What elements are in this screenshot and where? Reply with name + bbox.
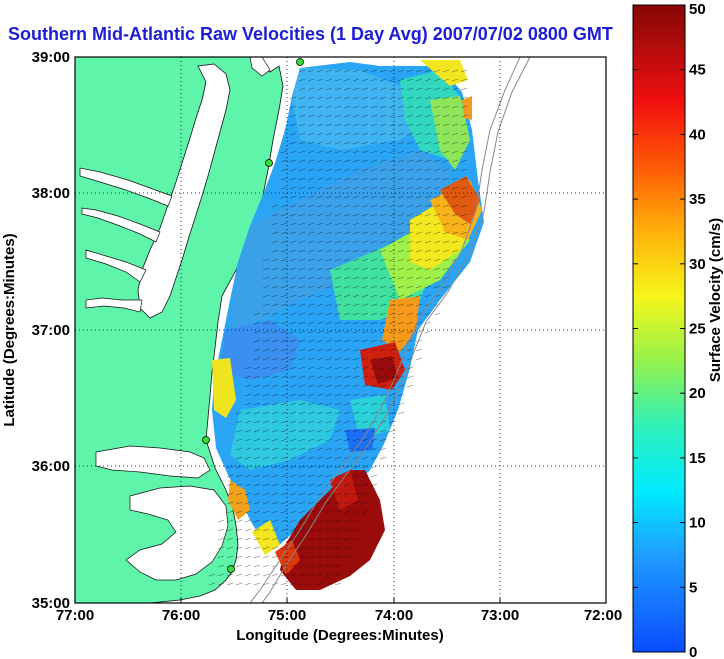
velocity-field [212,60,484,590]
chesapeake-bay [137,63,231,319]
colorbar-ticks: 0 5 10 15 20 25 30 35 40 45 50 [689,1,706,659]
colorbar-tick-label: 20 [689,385,706,402]
y-tick-label: 36:00 [32,458,70,475]
plot-border [74,56,607,604]
york-james-rivers [85,249,147,313]
y-tick-label: 38:00 [32,185,70,202]
colorbar-tick-label: 15 [689,450,706,467]
station-marker [265,159,273,167]
grid-lines [75,57,606,603]
colorbar-tick-label: 25 [689,321,706,338]
velocity-vectors [208,69,468,586]
map-title: Southern Mid-Atlantic Raw Velocities (1 … [8,24,613,44]
y-tick-label: 35:00 [32,595,70,612]
x-tick-label: 75:00 [268,607,306,624]
colorbar-tick-label: 5 [689,579,697,596]
station-marker [296,58,304,66]
x-tick-label: 77:00 [56,607,94,624]
albemarle-sound [95,445,211,479]
station-marker [202,436,210,444]
pamlico-sound [125,485,229,581]
colorbar-tick-label: 30 [689,256,706,273]
colorbar-tick-label: 50 [689,1,706,18]
y-axis-label: Latitude (Degrees:Minutes) [1,233,18,426]
delaware-bay [249,57,271,77]
x-tick-label: 72:00 [584,607,622,624]
colorbar-tick-label: 40 [689,126,706,143]
x-axis-label: Longitude (Degrees:Minutes) [236,627,444,644]
colorbar-label: Surface Velocity (cm/s) [707,218,724,382]
colorbar-tick-label: 10 [689,515,706,532]
rappahannock-river [81,207,161,243]
x-tick-label: 76:00 [162,607,200,624]
bathymetry-contours [249,57,531,603]
x-tick-label: 73:00 [481,607,519,624]
station-marker [227,565,235,573]
x-tick-label: 74:00 [375,607,413,624]
colorbar-tick-label: 45 [689,62,706,79]
radar-stations [202,58,304,573]
potomac-river [79,167,173,207]
colorbar-tick-label: 0 [689,644,697,659]
y-tick-label: 37:00 [32,322,70,339]
colorbar-tick-label: 35 [689,191,706,208]
y-tick-label: 39:00 [32,49,70,66]
x-tick-marks [180,598,501,603]
colorbar-tick-marks [633,4,685,653]
colorbar [632,4,686,653]
